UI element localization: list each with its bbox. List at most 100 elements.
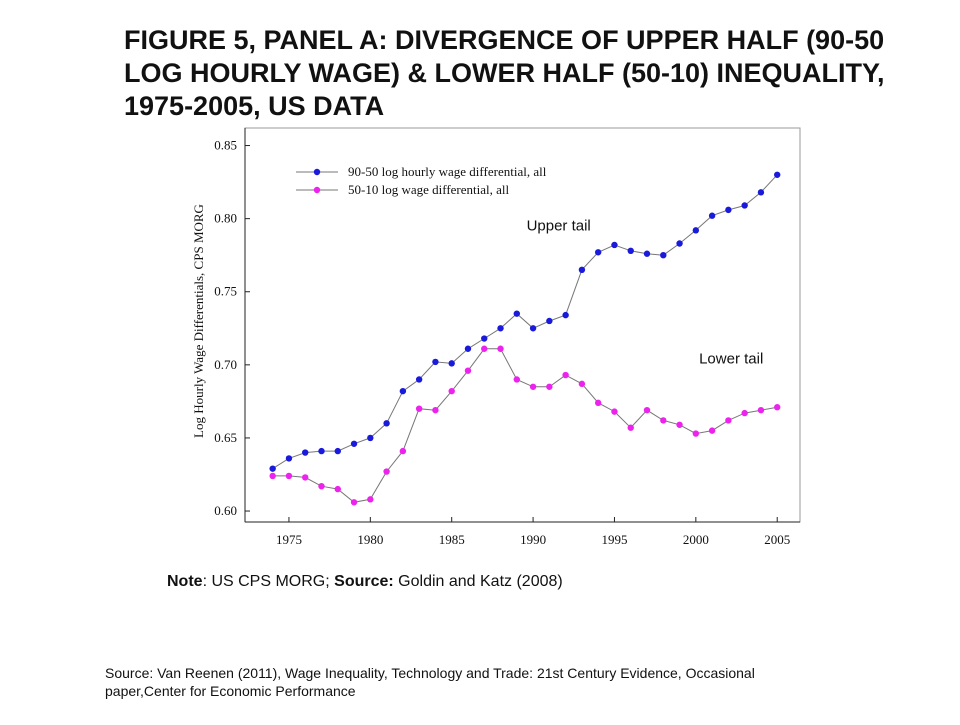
data-point-series-1 xyxy=(529,325,537,332)
series-points xyxy=(269,171,781,506)
data-point-series-2 xyxy=(481,345,488,352)
data-point-series-1 xyxy=(432,358,439,366)
y-axis-label: Log Hourly Wage Differentials, CPS MORG xyxy=(191,204,206,438)
data-point-series-1 xyxy=(578,266,586,274)
data-point-series-1 xyxy=(660,251,667,259)
source-label: Source: xyxy=(334,573,394,590)
y-tick-label: 0.80 xyxy=(214,211,237,226)
data-point-series-1 xyxy=(269,465,276,472)
data-point-series-1 xyxy=(546,317,553,325)
data-point-series-1 xyxy=(285,455,293,462)
series-lines xyxy=(272,174,778,503)
data-point-series-2 xyxy=(676,421,683,428)
data-point-series-1 xyxy=(741,202,748,209)
data-point-series-1 xyxy=(627,247,634,255)
data-point-series-1 xyxy=(692,227,700,234)
x-tick-label: 2005 xyxy=(764,532,790,547)
data-point-series-2 xyxy=(741,409,748,417)
data-point-series-2 xyxy=(269,472,276,480)
legend: 90-50 log hourly wage differential, all 5… xyxy=(296,164,547,197)
legend-entry: 50-10 log wage differential, all xyxy=(348,182,510,197)
y-tick-label: 0.85 xyxy=(214,138,237,153)
data-point-series-1 xyxy=(725,206,732,214)
y-tick-label: 0.75 xyxy=(214,284,237,299)
legend-marker xyxy=(313,168,321,176)
data-point-series-1 xyxy=(481,335,488,342)
y-tick-label: 0.65 xyxy=(214,430,237,445)
footer-source: Source: Van Reenen (2011), Wage Inequali… xyxy=(105,665,755,699)
data-point-series-1 xyxy=(676,240,683,247)
series-line-1 xyxy=(272,174,778,470)
y-tick-label: 0.60 xyxy=(214,503,237,518)
data-point-series-1 xyxy=(643,250,651,257)
data-point-series-2 xyxy=(415,405,423,412)
data-point-series-2 xyxy=(660,417,667,424)
data-point-series-2 xyxy=(399,447,407,455)
chart-note: Note: US CPS MORG; Source: Goldin and Ka… xyxy=(167,573,563,591)
data-point-series-1 xyxy=(611,241,618,249)
data-point-series-1 xyxy=(497,325,504,332)
data-point-series-2 xyxy=(594,399,602,407)
data-point-series-1 xyxy=(399,387,407,395)
data-point-series-2 xyxy=(757,406,765,414)
annotations: Upper tail Lower tail xyxy=(527,217,764,367)
legend-entry: 90-50 log hourly wage differential, all xyxy=(348,164,547,179)
data-point-series-1 xyxy=(757,189,765,196)
x-tick-label: 1990 xyxy=(520,532,546,547)
data-point-series-1 xyxy=(367,434,374,442)
plot-frame xyxy=(244,127,801,523)
slide-title: FIGURE 5, PANEL A: DIVERGENCE OF UPPER H… xyxy=(124,25,885,121)
data-point-series-2 xyxy=(774,404,781,411)
source-text: Goldin and Katz (2008) xyxy=(393,573,563,590)
x-tick-label: 2000 xyxy=(683,532,709,547)
data-point-series-1 xyxy=(464,345,472,352)
tick-group: 0.60 0.65 0.70 0.75 0.80 0.85 1975 1980 1985 1990… xyxy=(214,138,790,547)
note-text: : US CPS MORG; xyxy=(202,573,335,590)
data-point-series-2 xyxy=(448,387,455,395)
data-point-series-2 xyxy=(302,474,309,481)
data-point-series-2 xyxy=(546,383,553,390)
data-point-series-2 xyxy=(318,482,325,490)
data-point-series-1 xyxy=(415,376,423,383)
annotation-label: Lower tail xyxy=(699,350,763,367)
data-point-series-2 xyxy=(562,371,569,379)
data-point-series-2 xyxy=(611,408,618,415)
data-point-series-2 xyxy=(432,406,439,414)
annotation-label: Upper tail xyxy=(527,217,591,234)
data-point-series-2 xyxy=(513,376,521,383)
data-point-series-1 xyxy=(708,212,716,219)
series-line-2 xyxy=(272,348,778,503)
data-point-series-1 xyxy=(774,171,781,178)
data-point-series-2 xyxy=(285,472,293,480)
data-point-series-2 xyxy=(708,427,716,434)
data-point-series-2 xyxy=(464,367,472,374)
data-point-series-1 xyxy=(334,447,341,455)
x-tick-label: 1985 xyxy=(439,532,465,547)
x-tick-label: 1995 xyxy=(601,532,627,547)
data-point-series-1 xyxy=(513,310,521,317)
data-point-series-1 xyxy=(594,249,602,256)
data-point-series-2 xyxy=(725,417,732,424)
data-point-series-2 xyxy=(350,499,358,506)
data-point-series-1 xyxy=(562,311,569,319)
legend-marker xyxy=(313,186,321,194)
y-tick-label: 0.70 xyxy=(214,357,237,372)
data-point-series-1 xyxy=(302,449,309,456)
data-point-series-2 xyxy=(643,406,651,414)
data-point-series-2 xyxy=(367,496,374,503)
data-point-series-2 xyxy=(497,345,504,352)
data-point-series-2 xyxy=(334,485,341,493)
data-point-series-2 xyxy=(383,468,390,475)
data-point-series-2 xyxy=(627,424,634,431)
x-tick-label: 1975 xyxy=(276,532,302,547)
data-point-series-2 xyxy=(692,430,700,437)
note-label: Note xyxy=(167,573,203,590)
data-point-series-1 xyxy=(383,420,390,427)
data-point-series-1 xyxy=(318,447,325,455)
data-point-series-2 xyxy=(529,383,537,390)
data-point-series-1 xyxy=(448,360,455,367)
data-point-series-2 xyxy=(578,380,586,388)
data-point-series-1 xyxy=(350,440,358,447)
